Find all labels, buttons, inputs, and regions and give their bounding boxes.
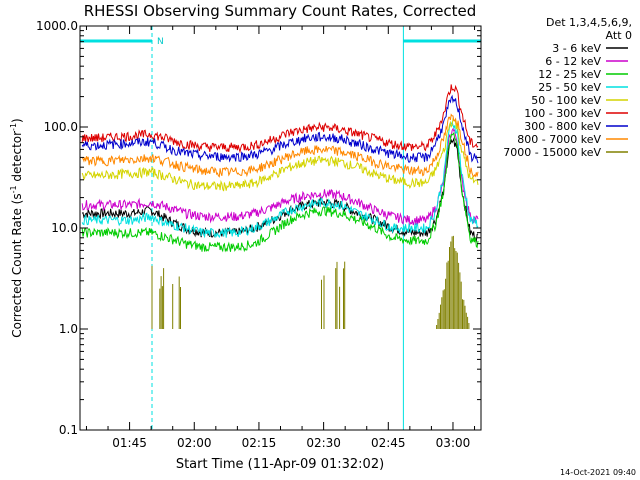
legend-header-line1: Det 1,3,4,5,6,9, bbox=[546, 16, 632, 29]
chart-title: RHESSI Observing Summary Count Rates, Co… bbox=[84, 2, 477, 20]
x-tick-label-5: 03:00 bbox=[436, 436, 471, 450]
y-axis-label-sup2: -1 bbox=[9, 123, 18, 131]
series-7 bbox=[81, 113, 479, 178]
series-trace-7 bbox=[81, 113, 479, 178]
x-tick-label-1: 02:00 bbox=[177, 436, 212, 450]
footer-timestamp: 14-Oct-2021 09:40 bbox=[560, 468, 636, 477]
series-1 bbox=[81, 127, 479, 226]
series-2 bbox=[81, 131, 479, 253]
series-8 bbox=[151, 235, 470, 329]
y-axis-label-sup1: -1 bbox=[9, 185, 18, 193]
x-tick-label-2: 02:15 bbox=[242, 436, 277, 450]
y-axis-label-mid: detector bbox=[10, 131, 24, 186]
x-tick-label-4: 02:45 bbox=[371, 436, 406, 450]
x-tick-label-3: 02:30 bbox=[306, 436, 341, 450]
legend-header-line2: Att 0 bbox=[606, 29, 632, 42]
y-tick-label-1: 1.0 bbox=[59, 322, 78, 336]
legend-label-8: 7000 - 15000 keV bbox=[503, 146, 601, 159]
legend-label-5: 100 - 300 keV bbox=[524, 107, 601, 120]
y-axis: 0.1 1.0 10.0 100.0 1000.0 bbox=[36, 19, 481, 437]
series-trace-5 bbox=[81, 84, 479, 154]
series-trace-2 bbox=[81, 131, 479, 253]
legend-label-2: 12 - 25 keV bbox=[538, 68, 601, 81]
y-tick-label-4: 1000.0 bbox=[36, 19, 78, 33]
y-tick-label-0: 0.1 bbox=[59, 423, 78, 437]
y-tick-label-3: 100.0 bbox=[44, 120, 78, 134]
x-tick-label-0: 01:45 bbox=[112, 436, 147, 450]
series-trace-1 bbox=[81, 127, 479, 226]
attenuator-marker-label: N bbox=[157, 37, 164, 47]
series-3 bbox=[81, 120, 479, 239]
y-axis-label-end: ) bbox=[10, 118, 24, 123]
legend-label-3: 25 - 50 keV bbox=[538, 81, 601, 94]
series-6 bbox=[81, 94, 479, 164]
x-axis: 01:45 02:00 02:15 02:30 02:45 03:00 bbox=[85, 26, 476, 450]
legend-label-0: 3 - 6 keV bbox=[552, 42, 601, 55]
y-tick-label-2: 10.0 bbox=[51, 221, 78, 235]
y-axis-label-main: Corrected Count Rate (s bbox=[10, 193, 24, 337]
series-trace-4 bbox=[81, 117, 479, 192]
series-trace-8 bbox=[151, 235, 470, 329]
series-4 bbox=[81, 117, 479, 192]
legend-label-1: 6 - 12 keV bbox=[545, 55, 601, 68]
series-5 bbox=[81, 84, 479, 154]
series-0 bbox=[81, 136, 479, 243]
x-axis-label: Start Time (11-Apr-09 01:32:02) bbox=[176, 457, 384, 472]
series-trace-3 bbox=[81, 120, 479, 239]
series-trace-6 bbox=[81, 94, 479, 164]
y-axis-label: Corrected Count Rate (s-1 detector-1) bbox=[9, 118, 24, 337]
legend-label-4: 50 - 100 keV bbox=[531, 94, 601, 107]
legend-label-6: 300 - 800 keV bbox=[524, 120, 601, 133]
legend-label-7: 800 - 7000 keV bbox=[517, 133, 601, 146]
series-trace-0 bbox=[81, 136, 479, 243]
series-layer bbox=[81, 84, 479, 329]
